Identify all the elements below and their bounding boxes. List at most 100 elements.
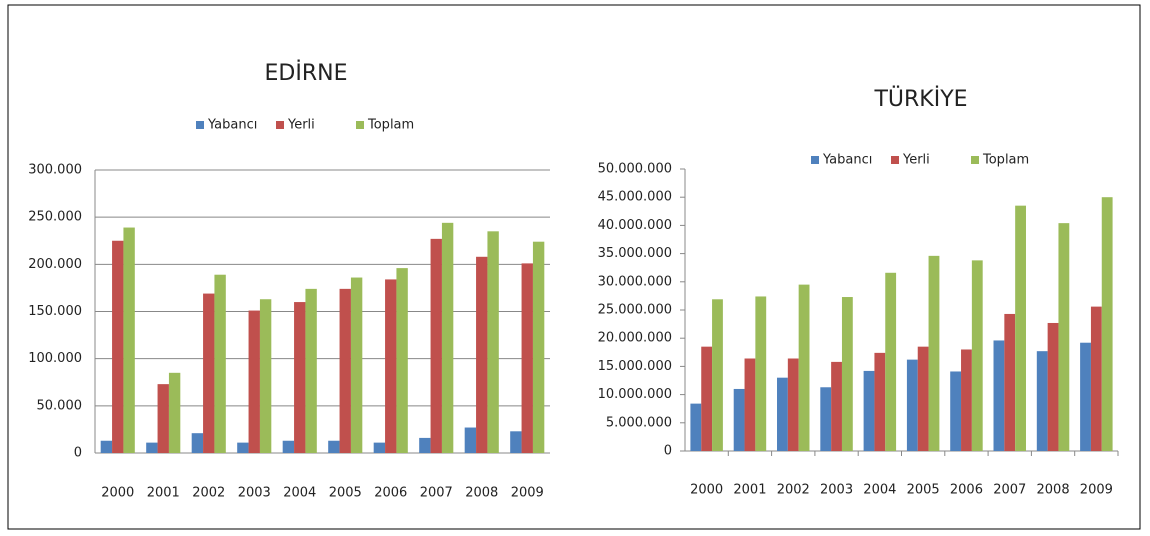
x-tick-label: 2005 — [907, 483, 940, 498]
bar — [532, 241, 545, 453]
bar — [961, 349, 972, 451]
bar — [350, 277, 363, 453]
legend-label: Yerli — [902, 153, 930, 168]
y-tick-label: 50.000.000 — [598, 162, 672, 177]
bar — [917, 346, 929, 451]
x-tick-label: 2000 — [690, 483, 723, 498]
bar — [305, 288, 317, 453]
bar — [1101, 197, 1113, 451]
x-tick-label: 2002 — [192, 486, 225, 501]
y-tick-label: 0 — [664, 444, 672, 459]
y-tick-label: 50.000 — [37, 398, 83, 413]
legend-swatch — [276, 121, 284, 129]
y-tick-label: 35.000.000 — [598, 246, 672, 261]
bar — [487, 231, 499, 453]
legend-label: Yerli — [287, 118, 315, 133]
bar — [820, 387, 832, 451]
y-tick-label: 5.000.000 — [606, 415, 672, 430]
bar — [294, 302, 306, 453]
bar — [733, 388, 745, 451]
bar — [248, 310, 260, 453]
bar — [1004, 313, 1016, 451]
bar — [396, 268, 408, 453]
bar — [237, 442, 249, 453]
bar — [863, 370, 875, 451]
bar — [712, 299, 723, 451]
bar — [191, 433, 204, 453]
bar — [373, 442, 386, 453]
bar — [1036, 351, 1048, 451]
bar — [168, 372, 181, 453]
bar — [950, 371, 962, 451]
x-tick-label: 2007 — [420, 486, 453, 501]
x-tick-label: 2003 — [820, 483, 853, 498]
y-tick-label: 45.000.000 — [598, 190, 672, 205]
bar — [157, 384, 169, 453]
legend-swatch — [196, 121, 204, 129]
x-tick-label: 2001 — [733, 483, 766, 498]
x-tick-label: 2004 — [283, 486, 316, 501]
bar — [1080, 342, 1091, 451]
legend-label: Yabancı — [822, 153, 872, 168]
x-tick-label: 2004 — [863, 483, 896, 498]
bar — [430, 238, 442, 453]
bar — [928, 255, 940, 451]
bar — [510, 431, 522, 453]
bar — [787, 358, 799, 451]
bar — [744, 358, 756, 451]
x-tick-label: 2007 — [993, 483, 1026, 498]
chart-title: EDİRNE — [265, 60, 348, 86]
y-tick-label: 30.000.000 — [598, 274, 672, 289]
bar — [906, 359, 918, 451]
x-tick-label: 2009 — [1080, 483, 1113, 498]
x-tick-label: 2002 — [777, 483, 810, 498]
bar — [690, 403, 702, 451]
bar — [282, 440, 295, 453]
legend-label: Yabancı — [207, 118, 257, 133]
bar — [831, 361, 842, 451]
x-tick-label: 2005 — [329, 486, 362, 501]
y-tick-label: 40.000.000 — [598, 218, 672, 233]
legend-label: Toplam — [367, 118, 414, 133]
bar — [1015, 205, 1026, 451]
bar — [841, 297, 853, 451]
bar — [1058, 223, 1070, 451]
legend-swatch — [971, 156, 979, 164]
bar — [214, 274, 226, 453]
bar — [123, 227, 135, 453]
bar — [701, 346, 713, 451]
legend-swatch — [356, 121, 364, 129]
bar — [259, 299, 272, 453]
y-tick-label: 0 — [74, 446, 82, 461]
y-tick-label: 25.000.000 — [598, 303, 672, 318]
bar — [993, 340, 1005, 451]
x-tick-label: 2008 — [1037, 483, 1070, 498]
bar — [464, 427, 477, 453]
bar — [100, 440, 113, 453]
y-tick-label: 300.000 — [28, 163, 82, 178]
bar — [798, 284, 810, 451]
legend-swatch — [891, 156, 899, 164]
bar — [755, 296, 767, 451]
x-tick-label: 2006 — [374, 486, 407, 501]
bar — [885, 272, 897, 451]
y-tick-label: 15.000.000 — [598, 359, 672, 374]
bar — [874, 352, 886, 451]
bar — [385, 279, 397, 453]
chart-title: TÜRKİYE — [873, 86, 967, 112]
bar — [419, 437, 431, 453]
y-tick-label: 200.000 — [28, 257, 82, 272]
x-tick-label: 2008 — [465, 486, 498, 501]
x-tick-label: 2000 — [101, 486, 134, 501]
bar — [1047, 322, 1059, 451]
x-tick-label: 2006 — [950, 483, 983, 498]
y-tick-label: 10.000.000 — [598, 387, 672, 402]
x-tick-label: 2003 — [238, 486, 271, 501]
legend-label: Toplam — [982, 153, 1029, 168]
bar — [203, 293, 215, 453]
x-tick-label: 2009 — [511, 486, 544, 501]
bar — [112, 240, 124, 453]
bar — [971, 260, 983, 451]
y-tick-label: 100.000 — [28, 351, 82, 366]
